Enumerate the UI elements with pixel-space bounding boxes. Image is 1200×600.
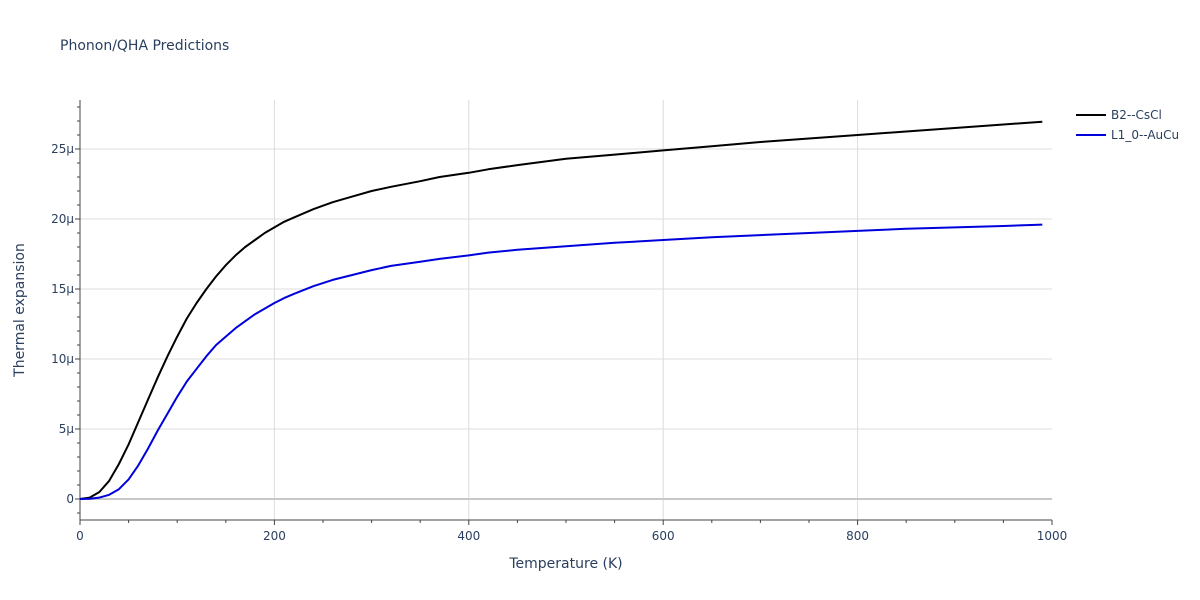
y-axis-title: Thermal expansion [12, 243, 28, 378]
series-layer [79, 120, 1043, 500]
x-axis-title: Temperature (K) [508, 556, 622, 572]
series-line-1 [79, 223, 1043, 500]
x-tick-label: 0 [76, 529, 84, 543]
x-tick-label: 800 [846, 529, 869, 543]
y-tick-label: 5μ [59, 422, 75, 436]
x-tick-label: 200 [263, 529, 286, 543]
grid-layer [80, 100, 1052, 520]
series-line-0 [79, 120, 1043, 500]
chart-title: Phonon/QHA Predictions [60, 38, 229, 54]
y-tick-label: 0 [66, 492, 74, 506]
legend-label-1: L1_0--AuCu [1111, 128, 1179, 142]
y-tick-label: 15μ [51, 282, 74, 296]
legend-label-0: B2--CsCl [1111, 108, 1162, 122]
axis-layer: 0 200 400 600 800 1000 0 5μ 10μ 15μ 20μ 25μ [51, 100, 1067, 543]
x-tick-label: 600 [652, 529, 675, 543]
y-tick-label: 20μ [51, 212, 74, 226]
x-tick-label: 400 [457, 529, 480, 543]
y-tick-label: 10μ [51, 352, 74, 366]
legend: B2--CsCl L1_0--AuCu [1076, 108, 1179, 142]
x-tick-label: 1000 [1037, 529, 1068, 543]
y-tick-label: 25μ [51, 142, 74, 156]
